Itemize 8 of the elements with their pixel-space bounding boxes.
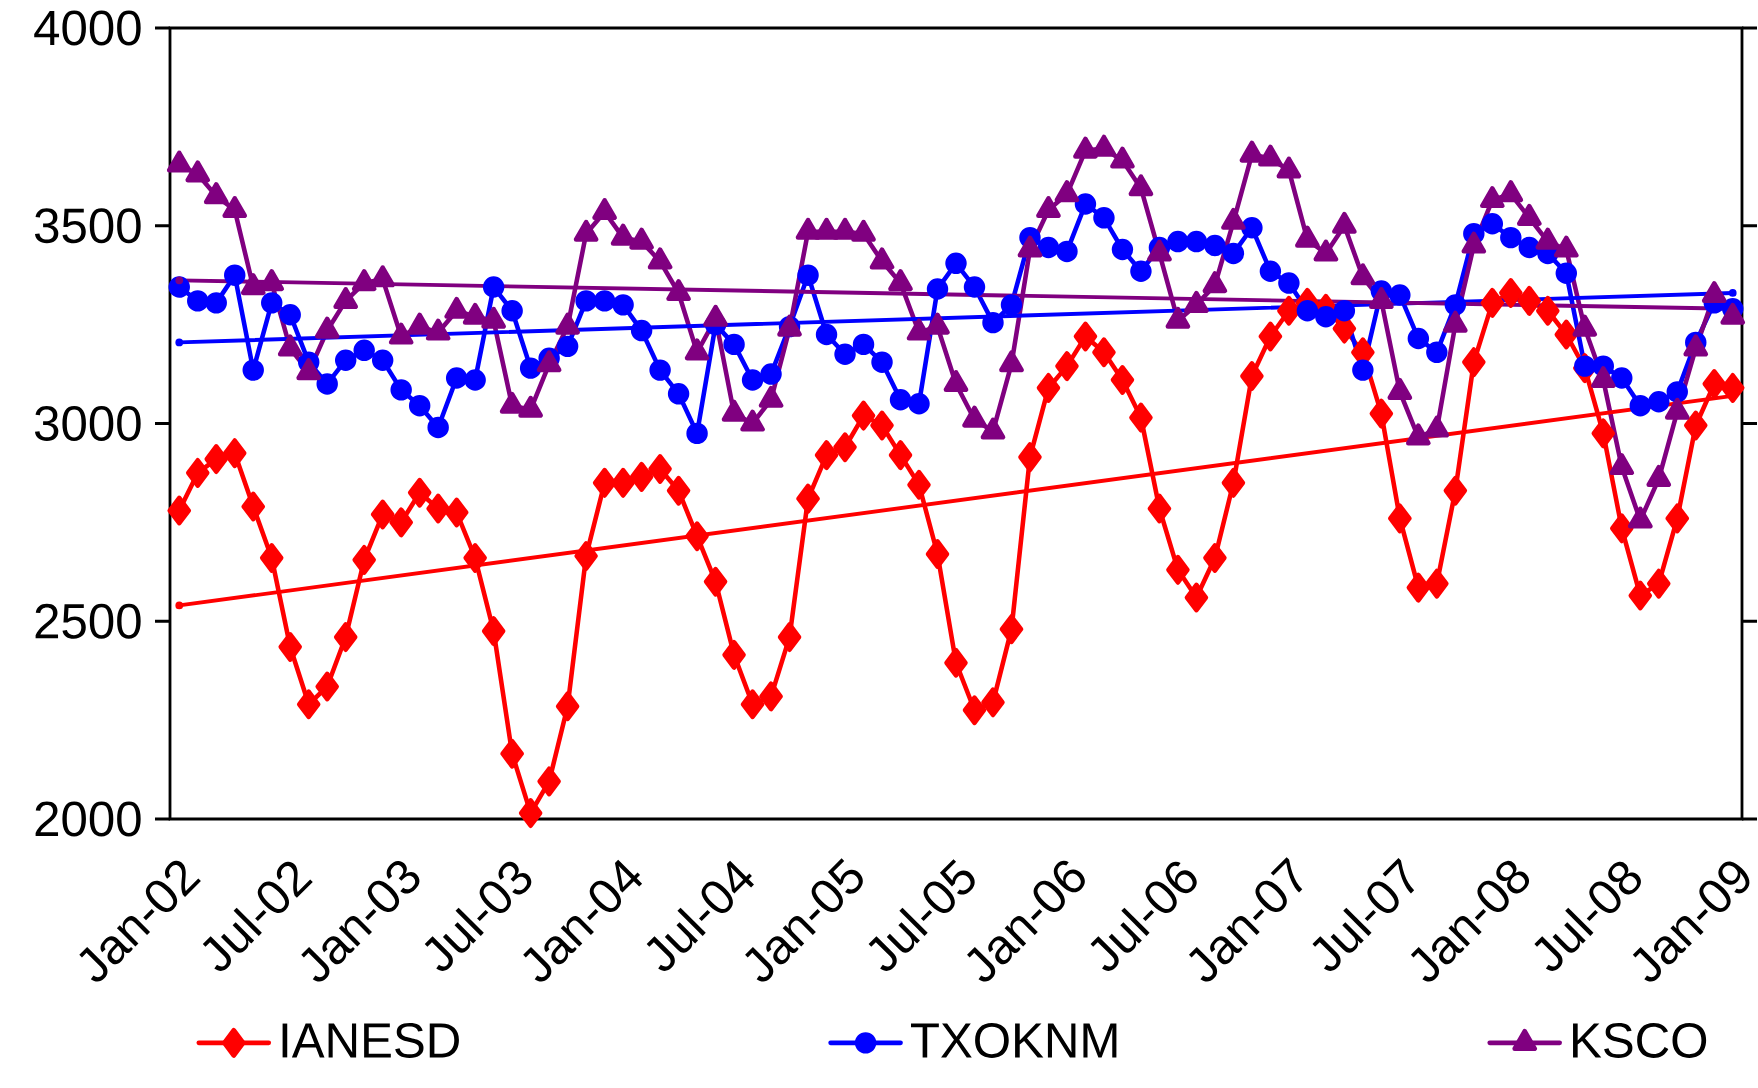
y-tick-label: 4000: [34, 10, 141, 46]
y-tick-label: 3500: [35, 208, 141, 244]
legend-label: KSCO: [1573, 1023, 1707, 1058]
legend-label: TXOKNM: [911, 1023, 1117, 1058]
legend-label: IANESD: [282, 1023, 459, 1058]
y-tick-label: 2000: [35, 801, 141, 837]
y-tick-label: 3000: [35, 406, 141, 441]
y-tick-label: 2500: [35, 603, 141, 639]
